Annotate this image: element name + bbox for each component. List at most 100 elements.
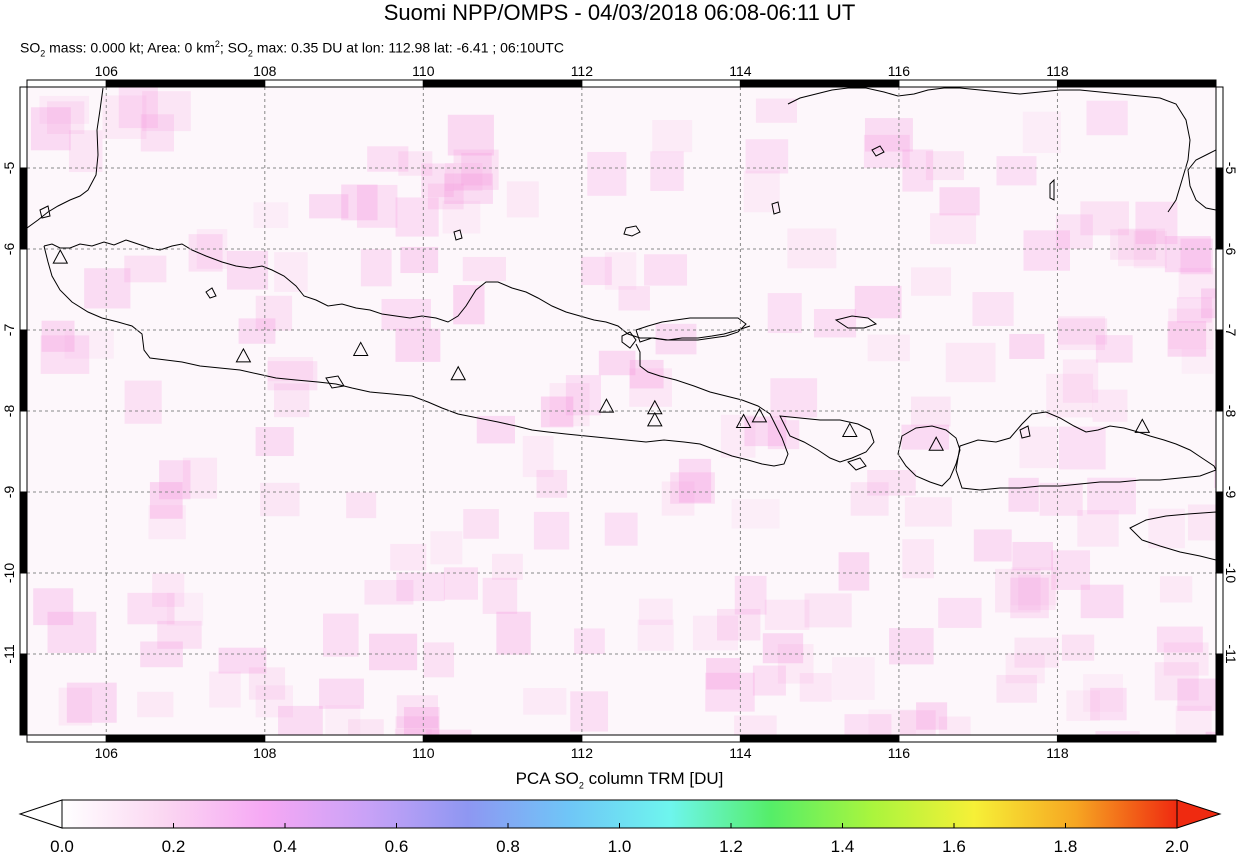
so2-pixel	[1092, 389, 1128, 422]
island-small-1	[871, 145, 885, 157]
so2-pixel	[670, 472, 715, 504]
so2-pixel	[346, 492, 377, 519]
map-figure: 106 106 108 108 110 110 112 112 114 114 116 116 118 1…	[1, 63, 1239, 760]
so2-pixel	[47, 611, 97, 653]
so2-pixel	[427, 183, 464, 210]
colorbar-title-suffix: column TRM [DU]	[583, 769, 724, 788]
so2-pixel	[1019, 426, 1058, 469]
so2-pixel	[1086, 100, 1128, 136]
so2-pixel	[1009, 333, 1045, 359]
so2-pixel	[453, 149, 499, 190]
volcano-triangle-icon	[735, 413, 752, 429]
so2-pixel	[1187, 504, 1216, 541]
so2-pixel	[661, 481, 695, 516]
so2-pixel	[1178, 267, 1216, 299]
lat-tick-label-left: -6	[1, 243, 17, 256]
frame-bar-right	[1215, 248, 1224, 331]
island-kangean	[834, 315, 878, 329]
subscript-2-max: 2	[247, 48, 253, 59]
so2-pixel	[995, 568, 1041, 613]
colorbar-tick-label: 0.2	[162, 837, 186, 855]
lon-tick-label-top: 114	[729, 63, 752, 79]
lon-tick-label-bottom: 118	[1046, 745, 1069, 760]
colorbar-tick-label: 1.0	[608, 837, 632, 855]
so2-pixel	[84, 268, 131, 309]
lon-tick-label-top: 110	[412, 63, 435, 79]
so2-pixel	[863, 134, 910, 169]
java-south-coast	[43, 245, 789, 467]
so2-pixel	[1022, 111, 1061, 153]
so2-pixel	[1175, 705, 1212, 735]
so2-pixel	[142, 91, 191, 132]
so2-pixel	[395, 197, 439, 237]
volcano-triangle-icon	[235, 347, 252, 363]
so2-pixel	[930, 213, 977, 245]
frame-bar-right	[1215, 653, 1224, 736]
frame-bar-left	[19, 491, 28, 574]
volcano-triangle-icon	[52, 249, 69, 264]
lon-tick-label-top: 106	[95, 63, 119, 79]
frame-bar-bottom	[422, 734, 583, 743]
so2-pixel	[1010, 567, 1059, 606]
so2-pixel	[889, 628, 934, 665]
so2-pixel	[1083, 674, 1123, 712]
so2-pixel	[341, 184, 378, 221]
so2-pixel	[1110, 229, 1157, 260]
so2-pixel	[255, 295, 293, 331]
so2-pixel	[752, 665, 786, 696]
colorbar-under-arrow-icon	[18, 799, 63, 829]
so2-pixel	[166, 592, 204, 626]
area-unit-superscript: 2	[214, 39, 220, 49]
so2-pixel	[356, 184, 398, 228]
so2-pixel	[41, 320, 75, 352]
frame-bar-left	[19, 167, 28, 250]
so2-pixel	[118, 87, 158, 129]
frame-bar-bottom	[1056, 734, 1217, 743]
so2-pixel	[364, 580, 414, 605]
so2-pixel	[598, 350, 636, 376]
so2-pixel	[650, 151, 684, 191]
so2-pixel	[260, 482, 300, 517]
so2-pixel	[218, 647, 267, 674]
frame-bar-top	[264, 79, 424, 88]
so2-pixel	[309, 194, 349, 219]
lon-tick-label-top: 112	[571, 63, 594, 79]
so2-pixel	[1061, 634, 1095, 661]
island-small-4	[453, 229, 463, 241]
volcano-triangle-icon	[841, 422, 858, 437]
frame-bar-bottom	[581, 734, 741, 743]
frame-bar-top	[26, 79, 107, 88]
so2-pixel	[692, 615, 738, 651]
colorbar-tick-label: 0.8	[496, 837, 520, 855]
colorbar-tick-label: 1.2	[719, 837, 743, 855]
borneo-coast	[787, 87, 1191, 213]
so2-pixel	[442, 200, 481, 234]
so2-pixel	[972, 292, 1014, 326]
so2-pixel	[58, 687, 93, 726]
so2-pixel	[902, 539, 934, 579]
so2-pixel	[462, 256, 507, 282]
so2-pixel	[540, 396, 574, 428]
so2-pixel	[148, 505, 186, 540]
so2-pixel	[764, 599, 810, 630]
so2-pixel	[604, 512, 638, 546]
so2-pixel	[40, 335, 90, 374]
so2-pixel	[939, 187, 980, 216]
frame-bar-right	[1215, 86, 1224, 169]
so2-pixel	[447, 114, 494, 156]
so2-pixel	[47, 101, 85, 134]
map-subtitle: SO2 mass: 0.000 kt; Area: 0 km2; SO2 max…	[20, 35, 564, 62]
lon-tick-label-top: 118	[1046, 63, 1069, 79]
so2-pixel	[813, 309, 857, 338]
so2-pixel	[159, 460, 191, 500]
frame-bar-top	[739, 79, 900, 88]
so2-pixel	[1167, 321, 1207, 357]
so2-pixel	[638, 598, 673, 625]
lat-tick-label-left: -11	[1, 644, 17, 663]
coastlines	[27, 87, 1216, 561]
frame-bar-bottom	[26, 734, 107, 743]
lon-tick-label-bottom: 110	[412, 745, 435, 760]
so2-pixel	[506, 181, 539, 218]
so2-pixel	[1057, 318, 1108, 345]
so2-pixel	[804, 593, 852, 628]
